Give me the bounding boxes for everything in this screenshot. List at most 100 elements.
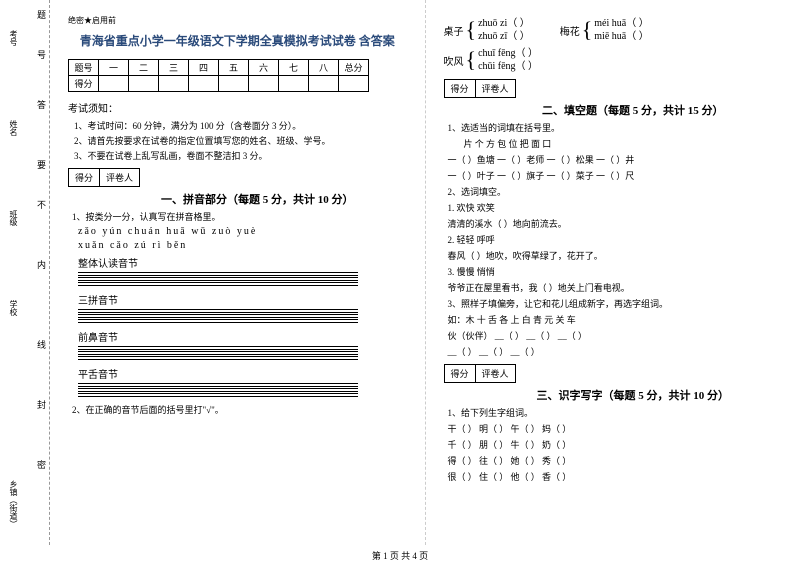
notice-head: 考试须知： bbox=[68, 100, 407, 115]
group-2: 三拼音节 bbox=[78, 292, 407, 323]
bind-lbl: 内 bbox=[35, 260, 48, 269]
fill-q2: 2、选词填空。 bbox=[448, 185, 783, 198]
th: 四 bbox=[189, 60, 219, 76]
bind-lbl: 封 bbox=[35, 400, 48, 409]
th: 总分 bbox=[339, 60, 369, 76]
score-label: 得分 bbox=[69, 76, 99, 92]
write-row: 千（ ） 朋（ ） 牛（ ） 奶（ ） bbox=[448, 438, 783, 451]
brace-icon: { bbox=[466, 51, 477, 69]
binding-column: 题 号 考号 答 姓名 要 不 班级 内 学校 线 封 密 乡镇（街道） bbox=[0, 0, 50, 545]
section-3-head: 得分 评卷人 bbox=[444, 364, 783, 383]
bind-lbl: 线 bbox=[35, 340, 48, 349]
grade-grader: 评卷人 bbox=[100, 169, 139, 186]
write-line bbox=[78, 351, 358, 355]
th: 三 bbox=[159, 60, 189, 76]
write-row: 很（ ） 住（ ） 他（ ） 香（ ） bbox=[448, 470, 783, 483]
group-1: 整体认读音节 bbox=[78, 255, 407, 286]
bind-lbl: 答 bbox=[35, 100, 48, 109]
group-4: 平舌音节 bbox=[78, 366, 407, 397]
section-1-head: 得分 评卷人 bbox=[68, 168, 407, 187]
brace-opt: chuī fēng（ ） bbox=[478, 47, 538, 60]
bind-field: 考号 bbox=[8, 30, 19, 46]
brace-row-1: 桌子 { zhuō zi（ ） zhuō zī（ ） 梅花 { méi huā（… bbox=[444, 15, 783, 45]
write-line bbox=[78, 393, 358, 397]
write-row: 干（ ） 明（ ） 午（ ） 妈（ ） bbox=[448, 422, 783, 435]
brace-label: 吹风 bbox=[444, 53, 464, 68]
brace-icon: { bbox=[582, 21, 593, 39]
th: 二 bbox=[129, 60, 159, 76]
th: 一 bbox=[99, 60, 129, 76]
grade-box: 得分 评卷人 bbox=[68, 168, 140, 187]
notice: 1、考试时间：60 分钟，满分为 100 分（含卷面分 3 分）。 bbox=[74, 119, 407, 132]
fill-line: 2. 轻轻 呼呼 bbox=[448, 233, 783, 246]
th: 五 bbox=[219, 60, 249, 76]
brace-opt: zhuō zi（ ） bbox=[478, 17, 530, 30]
grade-score: 得分 bbox=[69, 169, 100, 186]
q1-text: 1、按类分一分，认真写在拼音格里。 bbox=[72, 210, 407, 223]
right-column: 桌子 { zhuō zi（ ） zhuō zī（ ） 梅花 { méi huā（… bbox=[426, 0, 800, 545]
grade-score: 得分 bbox=[445, 365, 476, 382]
th: 六 bbox=[249, 60, 279, 76]
fill-line: 3. 慢慢 悄悄 bbox=[448, 265, 783, 278]
section-2-title: 二、填空题（每题 5 分，共计 15 分） bbox=[484, 102, 783, 118]
bind-lbl: 密 bbox=[35, 460, 48, 469]
grade-grader: 评卷人 bbox=[476, 365, 515, 382]
bind-field: 乡镇（街道） bbox=[8, 480, 19, 528]
write-line bbox=[78, 356, 358, 360]
write-q1: 1、给下列生字组词。 bbox=[448, 406, 783, 419]
fill-line: 1. 欢快 欢笑 bbox=[448, 201, 783, 214]
grade-box: 得分 评卷人 bbox=[444, 79, 516, 98]
brace-icon: { bbox=[466, 21, 477, 39]
page-footer: 第 1 页 共 4 页 bbox=[0, 545, 800, 566]
brace-opt: miē huā（ ） bbox=[594, 30, 648, 43]
write-line bbox=[78, 383, 358, 387]
page-title: 青海省重点小学一年级语文下学期全真模拟考试试卷 含答案 bbox=[68, 32, 407, 49]
write-line bbox=[78, 346, 358, 350]
group-label: 前鼻音节 bbox=[78, 329, 407, 344]
write-line bbox=[78, 388, 358, 392]
pinyin-row: xuǎn cǎo zú rì běn bbox=[78, 240, 407, 251]
brace-opt: chūi fēng（ ） bbox=[478, 60, 538, 73]
group-label: 三拼音节 bbox=[78, 292, 407, 307]
bind-field: 学校 bbox=[8, 300, 19, 316]
fill-line: 伙（伙伴） __（ ） __（ ） __（ ） bbox=[448, 329, 783, 342]
notice: 3、不要在试卷上乱写乱画，卷面不整洁扣 3 分。 bbox=[74, 149, 407, 162]
left-column: 绝密★启用前 青海省重点小学一年级语文下学期全真模拟考试试卷 含答案 题号 一 … bbox=[50, 0, 426, 545]
write-line bbox=[78, 277, 358, 281]
write-line bbox=[78, 319, 358, 323]
bind-lbl: 要 bbox=[35, 160, 48, 169]
secret-label: 绝密★启用前 bbox=[68, 15, 407, 26]
bind-lbl: 号 bbox=[35, 50, 48, 59]
score-table: 题号 一 二 三 四 五 六 七 八 总分 得分 bbox=[68, 59, 369, 92]
notice: 2、请首先按要求在试卷的指定位置填写您的姓名、班级、学号。 bbox=[74, 134, 407, 147]
write-line bbox=[78, 282, 358, 286]
group-label: 平舌音节 bbox=[78, 366, 407, 381]
fill-q1: 1、选适当的词填在括号里。 bbox=[448, 121, 783, 134]
th: 题号 bbox=[69, 60, 99, 76]
grade-score: 得分 bbox=[445, 80, 476, 97]
bind-lbl: 题 bbox=[35, 10, 48, 19]
group-label: 整体认读音节 bbox=[78, 255, 407, 270]
group-3: 前鼻音节 bbox=[78, 329, 407, 360]
fill-row: 片 个 方 包 位 把 面 口 bbox=[464, 137, 783, 150]
fill-line: 春风（ ）地吹，吹得草绿了，花开了。 bbox=[448, 249, 783, 262]
th: 八 bbox=[309, 60, 339, 76]
bind-lbl: 不 bbox=[35, 200, 48, 209]
section-2-head: 得分 评卷人 bbox=[444, 79, 783, 98]
pinyin-row: zǎo yún chuán huā wū zuò yuè bbox=[78, 226, 407, 237]
fill-row: 一（ ）鱼塘 一（ ）老师 一（ ）松果 一（ ）井 bbox=[448, 153, 783, 166]
bind-field: 班级 bbox=[8, 210, 19, 226]
brace-opt: méi huā（ ） bbox=[594, 17, 648, 30]
fill-q3: 3、照样子填偏旁，让它和花儿组成新字，再选字组词。 bbox=[448, 297, 783, 310]
grade-grader: 评卷人 bbox=[476, 80, 515, 97]
brace-label: 梅花 bbox=[560, 23, 580, 38]
write-line bbox=[78, 272, 358, 276]
write-row: 得（ ） 往（ ） 她（ ） 秀（ ） bbox=[448, 454, 783, 467]
fill-row: 一（ ）叶子 一（ ）旗子 一（ ）菜子 一（ ）尺 bbox=[448, 169, 783, 182]
brace-opt: zhuō zī（ ） bbox=[478, 30, 530, 43]
fill-line: 爷爷正在屋里看书，我（ ）地关上门看电视。 bbox=[448, 281, 783, 294]
bind-field: 姓名 bbox=[8, 120, 19, 136]
brace-row-2: 吹风 { chuī fēng（ ） chūi fēng（ ） bbox=[444, 47, 783, 73]
section-3-title: 三、识字写字（每题 5 分，共计 10 分） bbox=[484, 387, 783, 403]
q2-text: 2、在正确的音节后面的括号里打"√"。 bbox=[72, 403, 407, 416]
